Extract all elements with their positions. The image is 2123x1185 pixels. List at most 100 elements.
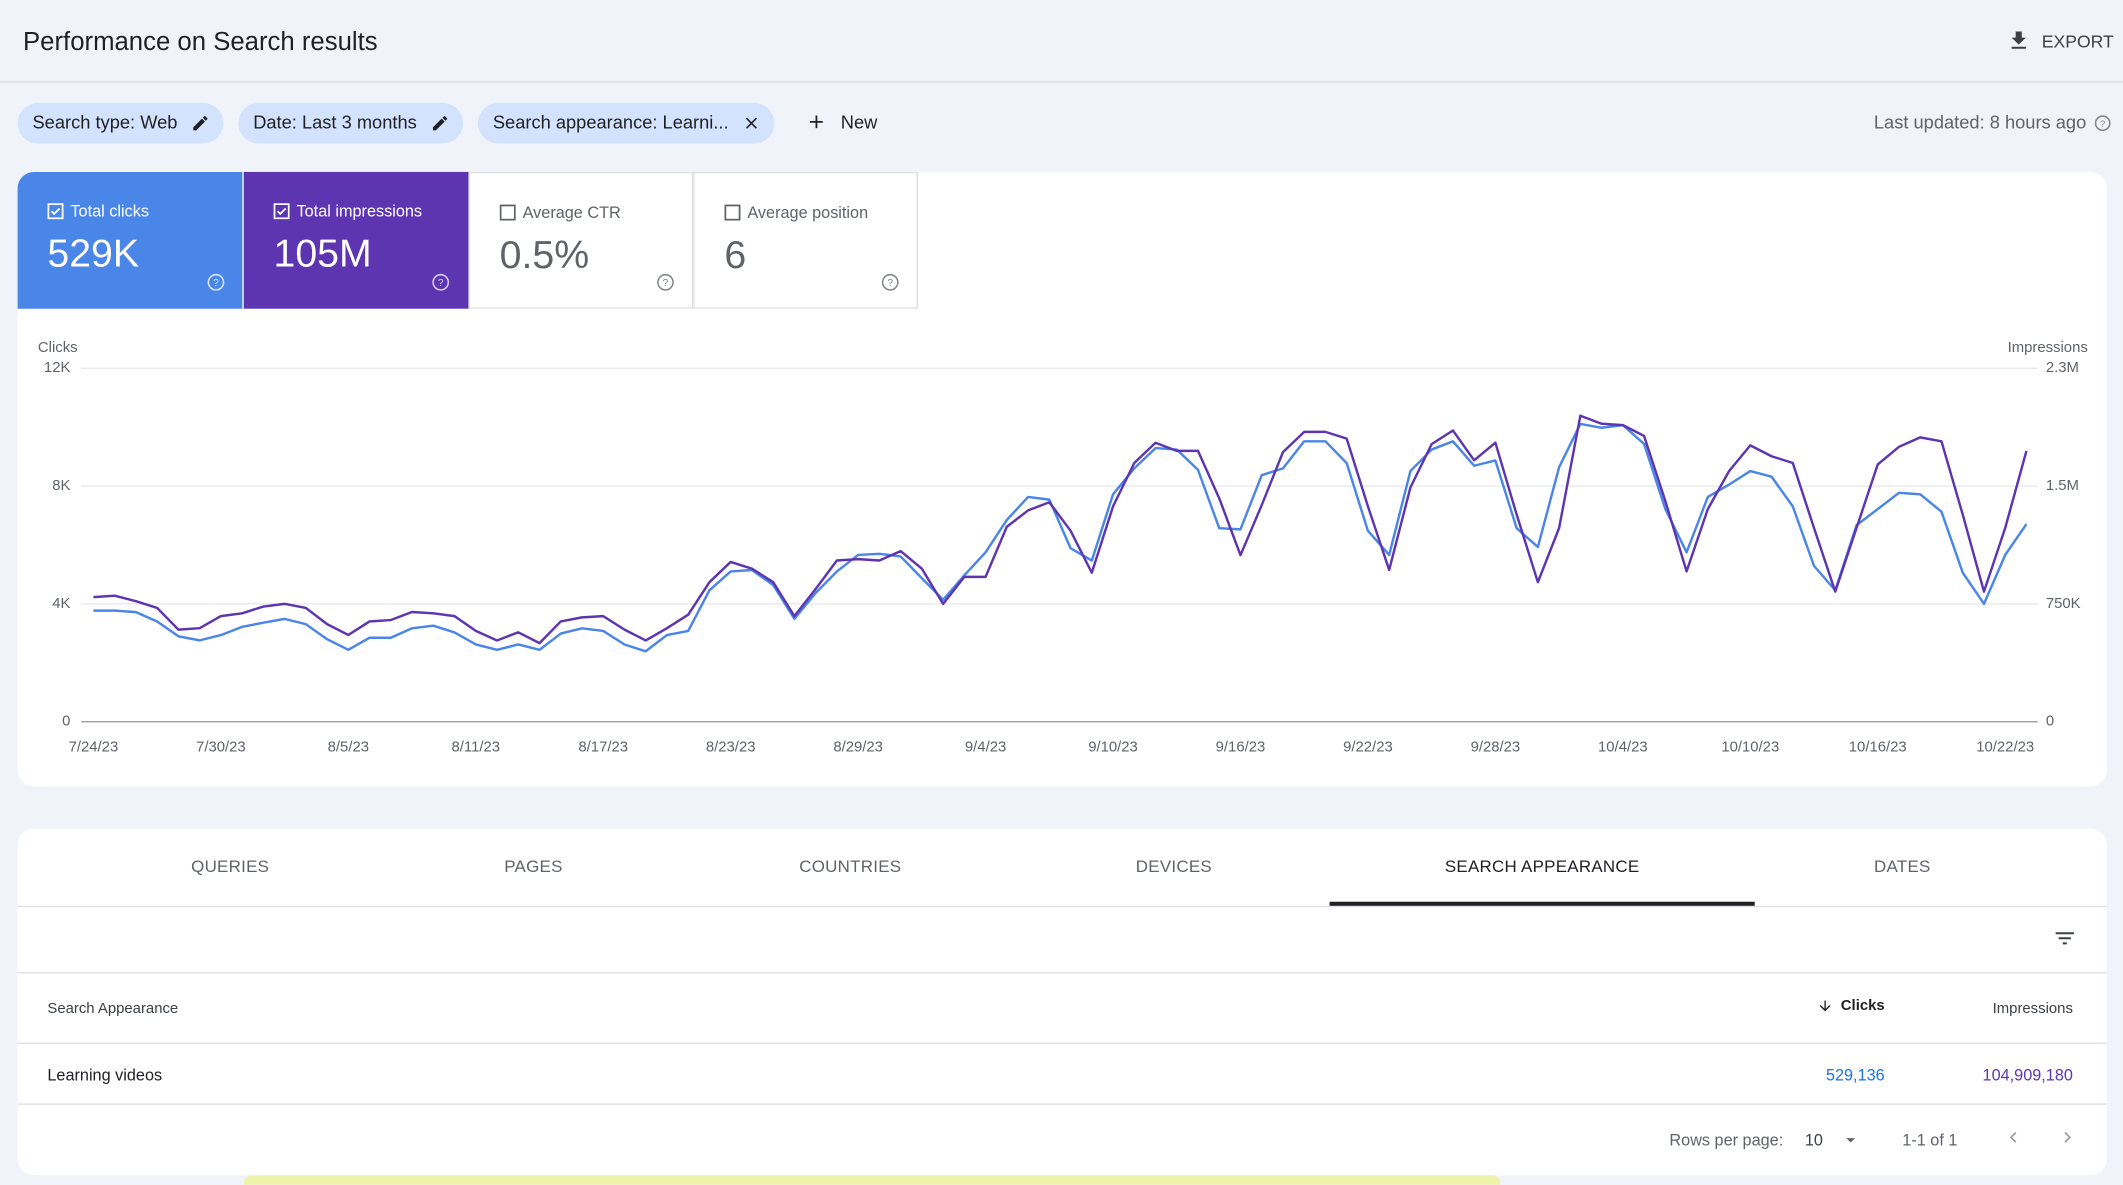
performance-chart: Clicks Impressions 0 4K 8K 12K 0 750K 1.5M 2.3M…: [38, 340, 2088, 755]
tab[interactable]: COUNTRIES: [799, 857, 902, 877]
help-icon[interactable]: ?: [206, 272, 226, 292]
y-tick-label: 8K: [52, 478, 70, 494]
x-tick-label: 8/17/23: [578, 739, 628, 755]
svg-text:?: ?: [213, 278, 219, 289]
new-filter-button[interactable]: New: [806, 111, 878, 133]
filter-chip[interactable]: Search type: Web: [17, 102, 224, 144]
x-tick-label: 8/5/23: [328, 739, 369, 755]
metric-label: Average CTR: [522, 203, 621, 223]
x-tick-label: 8/23/23: [706, 739, 756, 755]
divider: [17, 1103, 2107, 1105]
checkbox[interactable]: [724, 204, 741, 221]
y2-tick-label: 750K: [2046, 596, 2081, 612]
x-tick-label: 7/24/23: [69, 739, 119, 755]
x-tick-label: 10/10/23: [1721, 739, 1779, 755]
divider: [17, 972, 2107, 974]
export-button[interactable]: EXPORT: [2007, 28, 2114, 52]
y-tick-label: 0: [62, 714, 70, 730]
divider: [0, 81, 2123, 83]
filter-chip[interactable]: Date: Last 3 months: [238, 102, 463, 144]
rows-per-page-select[interactable]: 10: [1804, 1130, 1823, 1150]
metric-label: Total impressions: [296, 201, 423, 221]
tab[interactable]: SEARCH APPEARANCE: [1444, 857, 1640, 877]
column-header-label: Clicks: [1840, 997, 1885, 1015]
x-tick-label: 10/16/23: [1849, 739, 1907, 755]
column-header[interactable]: Search Appearance: [47, 1000, 179, 1017]
x-tick-label: 8/29/23: [833, 739, 883, 755]
y2-tick-label: 2.3M: [2046, 360, 2079, 376]
active-tab-indicator: [1329, 901, 1755, 906]
new-label: New: [840, 111, 878, 133]
table-cell: Learning videos: [47, 1065, 163, 1085]
help-icon[interactable]: ?: [2093, 113, 2112, 132]
table-cell: 104,909,180: [1982, 1065, 2073, 1085]
x-tick-label: 9/16/23: [1216, 739, 1266, 755]
column-header[interactable]: Clicks: [1816, 997, 1885, 1015]
y2-axis-title: Impressions: [2008, 340, 2088, 356]
svg-text:?: ?: [2100, 118, 2105, 129]
table-cell: 529,136: [1825, 1065, 1885, 1085]
metric-label: Total clicks: [70, 201, 149, 221]
svg-text:?: ?: [663, 278, 669, 289]
download-icon: [2011, 31, 2026, 49]
last-updated: Last updated: 8 hours ago ?: [1874, 112, 2112, 133]
metric-value: 529K: [47, 232, 140, 277]
series-line: [93, 422, 2028, 653]
page-title: Performance on Search results: [23, 28, 378, 57]
prev-page[interactable]: [2002, 1126, 2024, 1148]
snackbar-edge: [243, 1175, 1501, 1185]
metric-value: 0.5%: [499, 234, 590, 278]
y-axis-title: Clicks: [38, 340, 78, 356]
rows-per-page-label: Rows per page:: [1669, 1130, 1784, 1150]
chip-label: Search type: Web: [32, 112, 178, 133]
tab[interactable]: DATES: [1874, 857, 1931, 877]
x-tick-label: 7/30/23: [196, 739, 246, 755]
help-icon[interactable]: ?: [431, 272, 451, 292]
metric-value: 105M: [273, 232, 372, 277]
sort-icon: [1819, 1000, 1830, 1012]
metric-card[interactable]: Total impressions 105M: [243, 171, 469, 309]
close-icon[interactable]: [742, 114, 761, 133]
metric-label: Average position: [747, 203, 869, 223]
svg-text:?: ?: [438, 278, 444, 289]
y2-tick-label: 0: [2046, 714, 2054, 730]
metric-value: 6: [724, 234, 747, 278]
divider: [17, 1042, 2107, 1044]
y2-tick-label: 1.5M: [2046, 478, 2079, 494]
tab[interactable]: QUERIES: [191, 857, 270, 877]
x-tick-label: 8/11/23: [452, 739, 501, 755]
filter-icon[interactable]: [2053, 926, 2077, 950]
page-range: 1-1 of 1: [1902, 1130, 1958, 1150]
x-tick-label: 10/4/23: [1598, 739, 1648, 755]
divider: [17, 905, 2107, 908]
x-tick-label: 9/10/23: [1088, 739, 1138, 755]
next-page[interactable]: [2057, 1126, 2079, 1148]
checkbox[interactable]: [273, 203, 290, 220]
dropdown-icon[interactable]: [1843, 1132, 1859, 1148]
series-line: [93, 414, 2028, 645]
x-tick-label: 9/4/23: [965, 739, 1006, 755]
checkbox[interactable]: [47, 203, 64, 220]
table-card: Search Appearance Clicks Impressions Lea…: [17, 828, 2107, 1176]
tab[interactable]: PAGES: [504, 857, 563, 877]
svg-text:?: ?: [887, 278, 893, 289]
metric-card[interactable]: Average CTR 0.5%: [468, 171, 694, 309]
help-icon[interactable]: ?: [655, 272, 675, 292]
edit-icon: [432, 116, 447, 131]
y-tick-label: 4K: [52, 596, 70, 612]
column-header[interactable]: Impressions: [1992, 1000, 2073, 1017]
checkbox[interactable]: [499, 204, 516, 221]
y-tick-label: 12K: [44, 360, 71, 376]
export-label: EXPORT: [2041, 30, 2114, 51]
filter-chip[interactable]: Search appearance: Learni...: [477, 102, 775, 144]
x-tick-label: 9/22/23: [1343, 739, 1393, 755]
metric-card[interactable]: Total clicks 529K: [17, 171, 243, 309]
metric-card[interactable]: Average position 6: [693, 171, 918, 309]
plus-icon: [810, 115, 823, 129]
chip-label: Search appearance: Learni...: [492, 112, 729, 133]
help-icon[interactable]: ?: [880, 272, 900, 292]
tab[interactable]: DEVICES: [1135, 857, 1212, 877]
edit-icon: [193, 116, 208, 131]
